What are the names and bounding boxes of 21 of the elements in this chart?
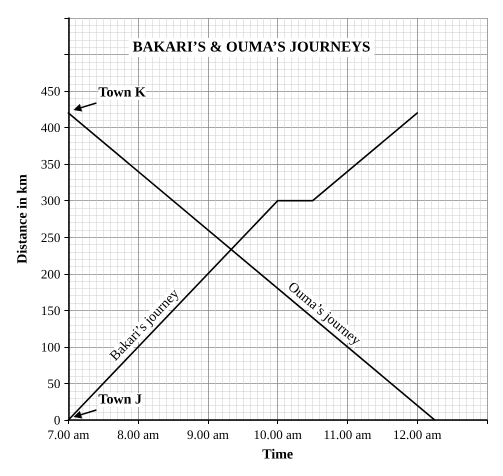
y-tick-label: 450 xyxy=(40,84,60,99)
y-tick-label: 250 xyxy=(40,230,60,245)
y-tick-label: 300 xyxy=(40,193,60,208)
y-axis-title: Distance in km xyxy=(16,174,30,264)
x-tick-label: 12.00 am xyxy=(393,427,442,442)
y-tick-label: 0 xyxy=(54,412,60,428)
annotation: Town J xyxy=(98,392,142,408)
x-tick-label: 9.00 am xyxy=(186,427,229,442)
y-tick-label: 150 xyxy=(40,302,60,318)
y-tick-label: 50 xyxy=(47,376,60,391)
annotation: Town K xyxy=(98,86,146,101)
x-tick-label: 11.00 am xyxy=(324,427,372,442)
y-tick-label: 400 xyxy=(40,120,60,136)
x-tick-label: 10.00 am xyxy=(254,427,302,442)
y-tick-label: 100 xyxy=(40,339,60,354)
x-axis-title: Time xyxy=(262,448,294,462)
y-tick-label: 350 xyxy=(40,156,60,172)
text: BAKARI’S & OUMA’S JOURNEYS xyxy=(132,40,370,56)
x-tick-label: 7.00 am xyxy=(47,427,90,442)
x-tick-label: 8.00 am xyxy=(117,427,160,442)
y-tick-label: 200 xyxy=(40,266,60,282)
